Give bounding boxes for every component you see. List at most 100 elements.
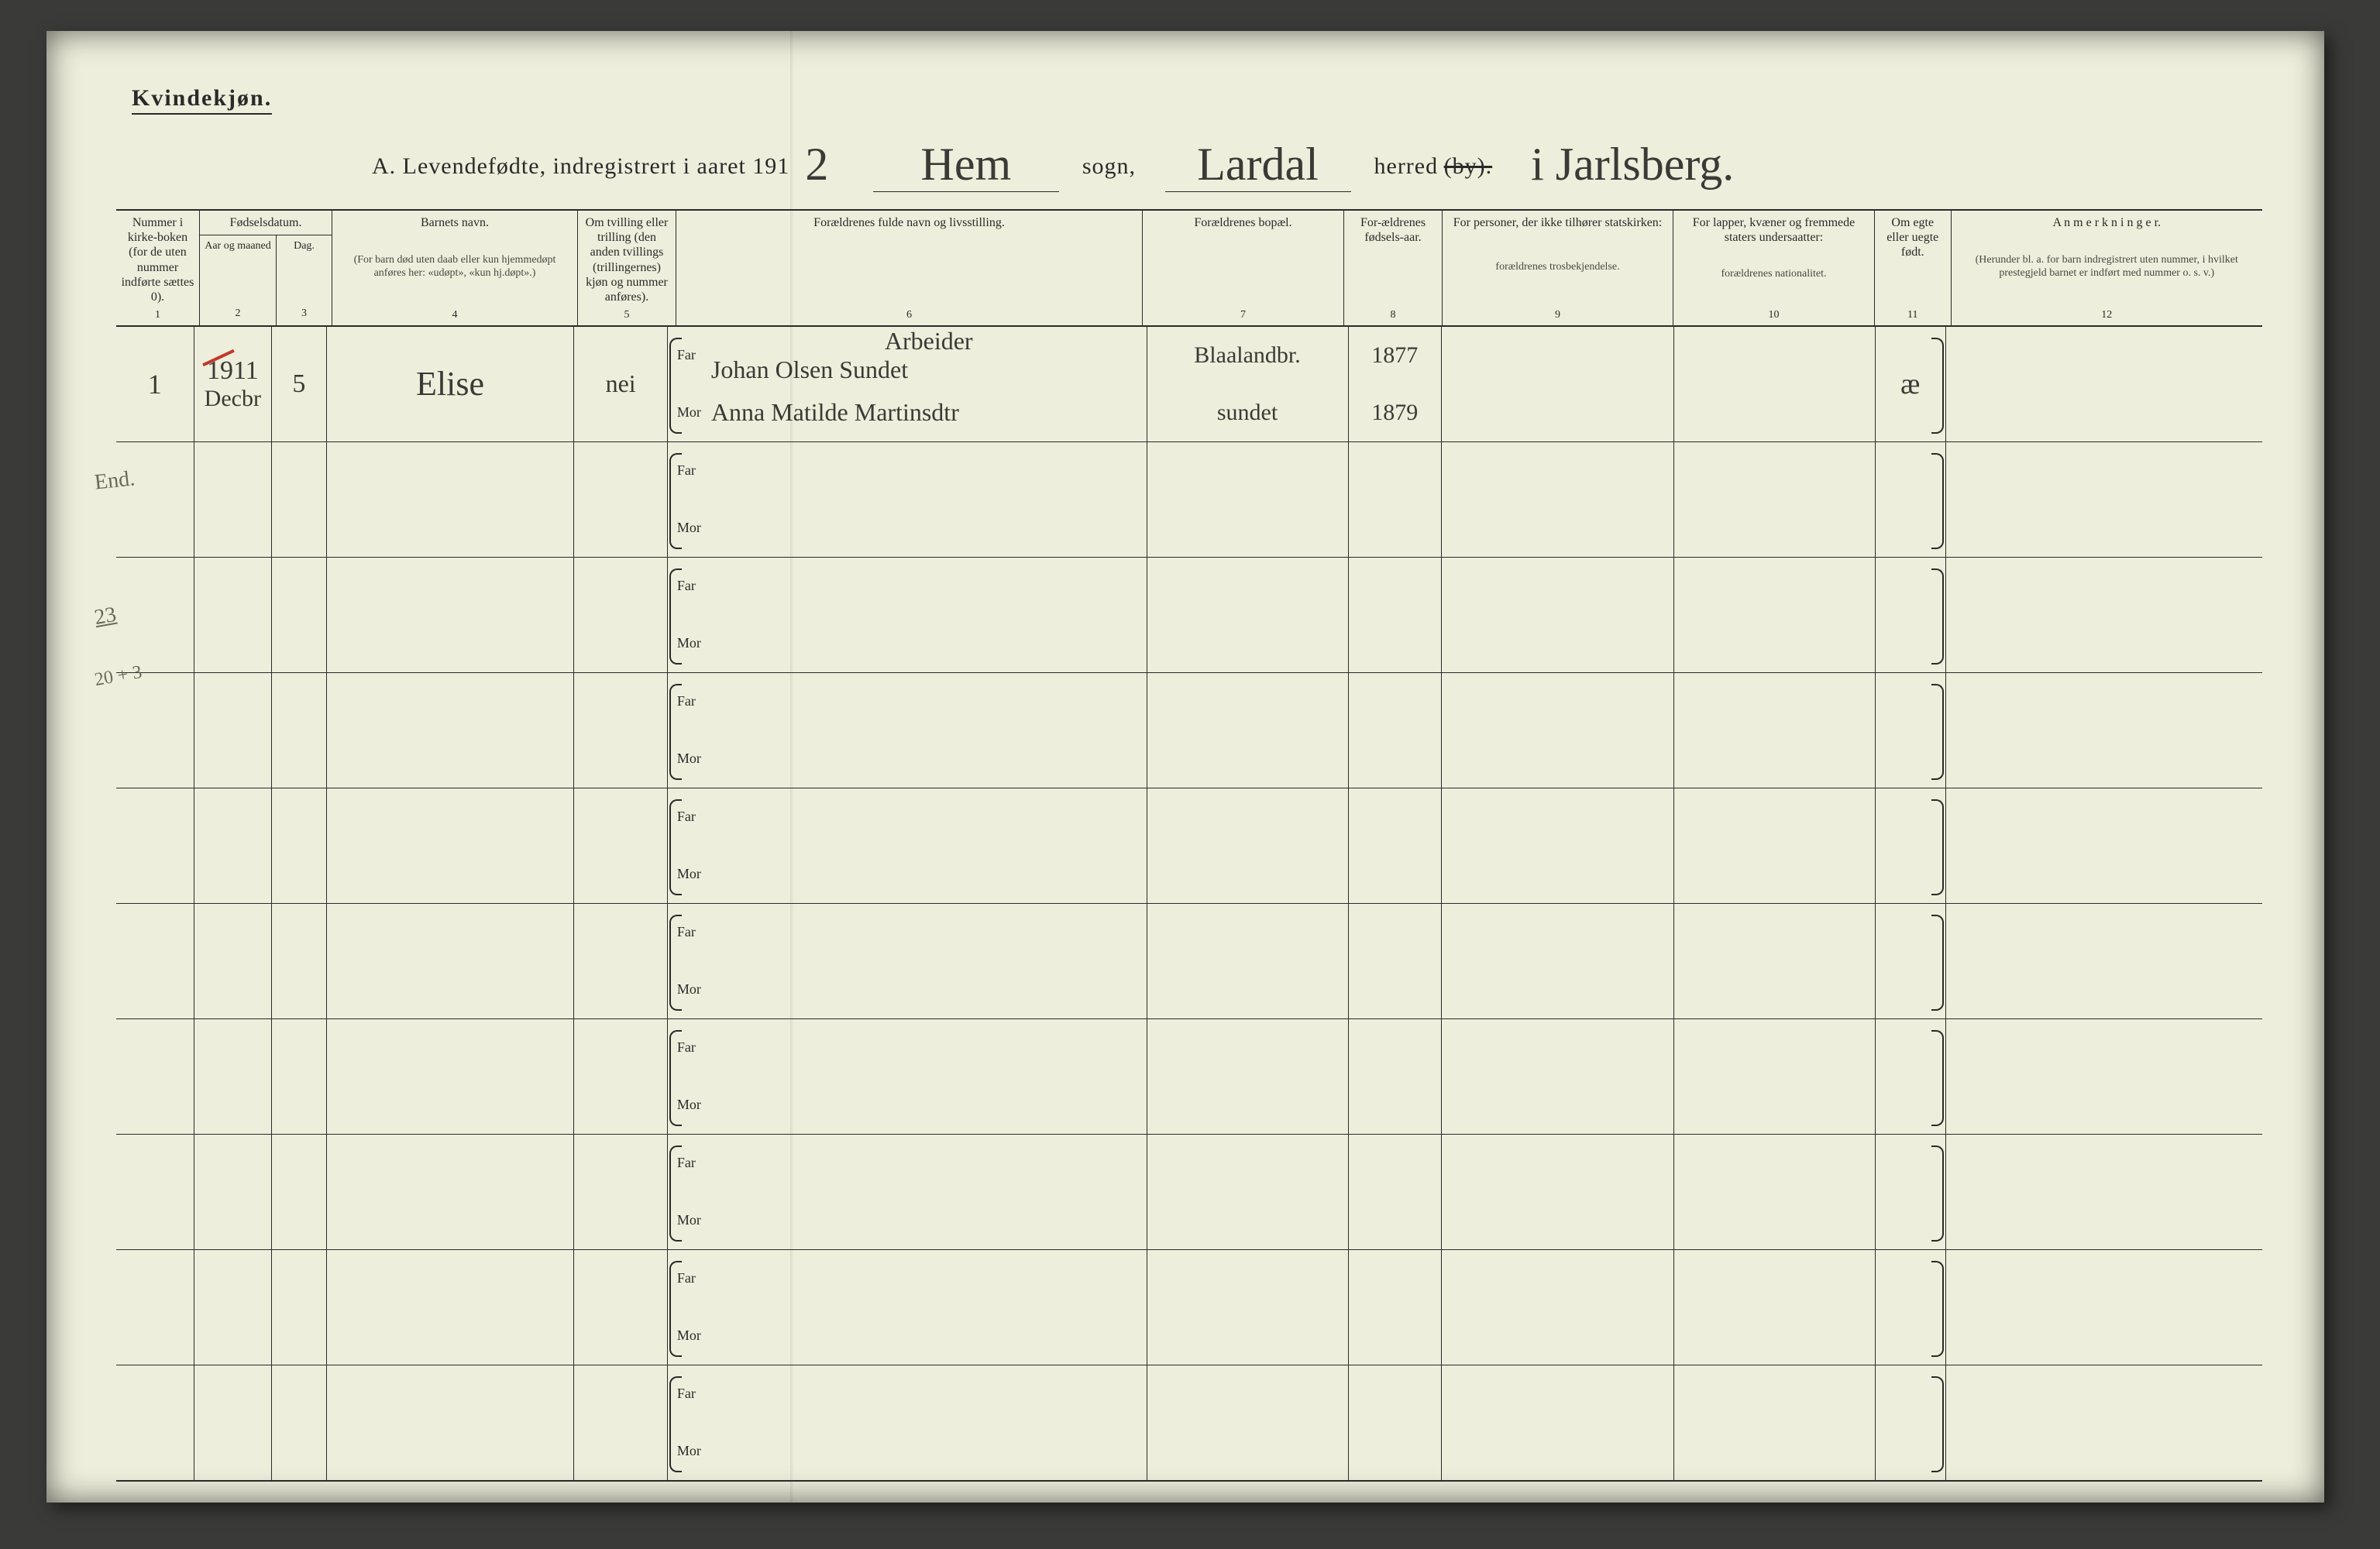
- cell-nationality: [1674, 1019, 1876, 1134]
- cell-bopael: [1147, 1019, 1349, 1134]
- cell-nationality: [1674, 558, 1876, 672]
- col-10-num: 10: [1678, 309, 1869, 322]
- cell-bopael: [1147, 558, 1349, 672]
- cell-child-name: [327, 904, 575, 1018]
- cell-month: Decbr: [205, 386, 261, 412]
- cell-legitimacy: [1876, 788, 1946, 903]
- cell-remarks: [1946, 442, 2262, 557]
- cell-nationality: [1674, 442, 1876, 557]
- cell-confession: [1442, 1019, 1674, 1134]
- col-9-header: For personer, der ikke tilhører statskir…: [1443, 211, 1673, 325]
- bracket-icon: [669, 684, 682, 780]
- cell-remarks: [1946, 904, 2262, 1018]
- bracket-icon: [1931, 684, 1944, 780]
- col-9-num: 9: [1447, 309, 1668, 322]
- cell-parent-years: [1349, 1250, 1443, 1365]
- sogn-label: sogn,: [1082, 153, 1136, 179]
- col-8-num: 8: [1349, 309, 1437, 322]
- cell-parent-years: [1349, 558, 1443, 672]
- cell-twin: [574, 442, 668, 557]
- cell-legitimacy: [1876, 558, 1946, 672]
- bracket-icon: [1931, 1376, 1944, 1472]
- column-header-row: Nummer i kirke-boken (for de uten nummer…: [116, 211, 2262, 327]
- cell-birthdate: [194, 673, 327, 788]
- table-row: Far Mor: [116, 442, 2262, 558]
- cell-confession: [1442, 327, 1674, 441]
- table-row: Far Mor: [116, 904, 2262, 1019]
- cell-bopael: [1147, 1250, 1349, 1365]
- cell-confession: [1442, 1250, 1674, 1365]
- cell-far: ArbeiderJohan Olsen Sundet: [711, 327, 1147, 384]
- mor-label: Mor: [677, 520, 711, 536]
- bracket-icon: [669, 915, 682, 1011]
- col-10-sub: forældrenes nationalitet.: [1678, 268, 1869, 281]
- cell-nationality: [1674, 327, 1876, 441]
- far-label: Far: [677, 1039, 711, 1056]
- cell-bopael: [1147, 673, 1349, 788]
- bracket-icon: [1931, 1145, 1944, 1242]
- col-11-num: 11: [1880, 309, 1946, 322]
- cell-twin: [574, 1365, 668, 1480]
- cell-parent-years: [1349, 1135, 1443, 1249]
- cell-legitimacy: [1876, 904, 1946, 1018]
- table-body: 1 1911 Decbr 5 Elise nei Far ArbeiderJoh…: [116, 327, 2262, 1480]
- cell-legitimacy: [1876, 1365, 1946, 1480]
- cell-parents: Far Mor: [668, 788, 1147, 903]
- cell-remarks: [1946, 1365, 2262, 1480]
- table-row: Far Mor: [116, 1135, 2262, 1250]
- cell-twin: nei: [574, 327, 668, 441]
- cell-child-name: [327, 1019, 575, 1134]
- cell-birthdate: [194, 1135, 327, 1249]
- col-2-3-top: Fødselsdatum.: [200, 211, 332, 235]
- cell-remarks: [1946, 788, 2262, 903]
- cell-legitimacy: [1876, 442, 1946, 557]
- margin-note-2: 23: [92, 603, 118, 630]
- scanned-page: Kvindekjøn. A. Levendefødte, indregistre…: [46, 31, 2324, 1503]
- cell-confession: [1442, 788, 1674, 903]
- cell-number: 1: [116, 327, 194, 441]
- col-2-3-header: Fødselsdatum. Aar og maaned 2 Dag. 3: [200, 211, 332, 325]
- cell-confession: [1442, 904, 1674, 1018]
- bracket-icon: [1931, 1030, 1944, 1126]
- cell-bopael: [1147, 904, 1349, 1018]
- cell-confession: [1442, 558, 1674, 672]
- cell-remarks: [1946, 1135, 2262, 1249]
- cell-child-name: [327, 1135, 575, 1249]
- cell-nationality: [1674, 1250, 1876, 1365]
- cell-bopael: [1147, 1365, 1349, 1480]
- far-label: Far: [677, 809, 711, 825]
- col-9-sub: forældrenes trosbekjendelse.: [1447, 261, 1668, 274]
- table-row: Far Mor: [116, 673, 2262, 788]
- col-3-num: 3: [280, 307, 328, 321]
- far-label: Far: [677, 578, 711, 594]
- cell-birthdate: [194, 558, 327, 672]
- cell-twin: [574, 673, 668, 788]
- col-4-label: Barnets navn.: [337, 215, 573, 230]
- sogn-value: Hem: [873, 138, 1059, 192]
- cell-bopael-mor: sundet: [1217, 400, 1278, 426]
- col-6-label: Forældrenes fulde navn og livsstilling.: [681, 215, 1137, 230]
- cell-number: [116, 673, 194, 788]
- mor-label: Mor: [677, 1327, 711, 1344]
- cell-twin: [574, 788, 668, 903]
- cell-birthdate: [194, 788, 327, 903]
- herred-label: herred: [1374, 153, 1439, 179]
- cell-number: [116, 904, 194, 1018]
- col-9-label: For personer, der ikke tilhører statskir…: [1447, 215, 1668, 230]
- cell-legitimacy: [1876, 1135, 1946, 1249]
- cell-confession: [1442, 1365, 1674, 1480]
- col-4-sub: (For barn død uten daab eller kun hjemme…: [337, 254, 573, 280]
- cell-child-name: Elise: [327, 327, 575, 441]
- cell-confession: [1442, 442, 1674, 557]
- col-10-label: For lapper, kvæner og fremmede staters u…: [1678, 215, 1869, 245]
- col-3-label: Dag.: [280, 240, 328, 253]
- cell-parent-years: [1349, 1019, 1443, 1134]
- cell-remarks: [1946, 673, 2262, 788]
- cell-confession: [1442, 673, 1674, 788]
- bracket-icon: [1931, 568, 1944, 665]
- cell-twin: [574, 1019, 668, 1134]
- cell-parents: Far Mor: [668, 558, 1147, 672]
- cell-parents: Far Mor: [668, 442, 1147, 557]
- amt-value: i Jarlsberg.: [1515, 139, 1749, 190]
- bracket-icon: [669, 453, 682, 549]
